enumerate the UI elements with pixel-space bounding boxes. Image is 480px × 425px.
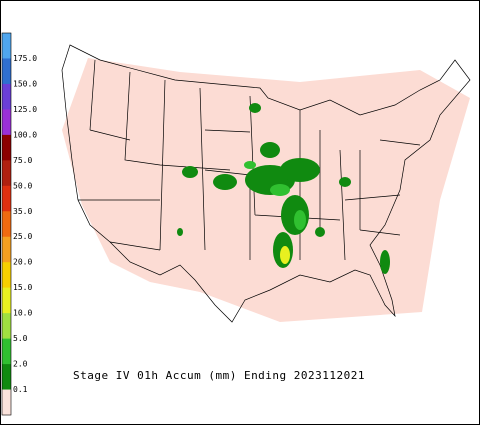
legend-label: 150.0 [13, 79, 37, 88]
legend-label: 2.0 [13, 360, 28, 369]
precip-heavy [280, 246, 290, 264]
legend-label: 10.0 [13, 309, 32, 318]
legend-label: 125.0 [13, 105, 37, 114]
legend-swatch [2, 134, 11, 161]
precip-light [244, 161, 306, 230]
legend-label: 0.1 [13, 385, 28, 394]
legend-swatch [2, 262, 11, 288]
legend-swatch [2, 33, 11, 59]
legend-swatch [2, 211, 11, 238]
legend-swatch [2, 236, 11, 263]
legend-label: 35.0 [13, 207, 32, 216]
legend-swatch [2, 313, 11, 339]
legend: 175.0 150.0 125.0 100.0 75.0 50.0 35.0 25.0 20.0… [1, 32, 37, 416]
legend-swatch [2, 389, 11, 416]
legend-label: 20.0 [13, 258, 32, 267]
precip-areas [177, 103, 390, 274]
legend-swatch [2, 185, 11, 212]
coastline [61, 44, 471, 323]
legend-swatch [2, 83, 11, 110]
legend-label: 25.0 [13, 232, 32, 241]
legend-border [1, 32, 12, 416]
caption: Stage IV 01h Accum (mm) Ending 202311202… [73, 369, 365, 382]
legend-label: 100.0 [13, 130, 37, 139]
legend-swatch [2, 287, 11, 314]
legend-label: 75.0 [13, 156, 32, 165]
legend-label: 5.0 [13, 334, 28, 343]
legend-label: 175.0 [13, 54, 37, 63]
legend-label: 50.0 [13, 181, 32, 190]
legend-swatch [2, 109, 11, 136]
legend-label: 15.0 [13, 283, 32, 292]
legend-swatch [2, 160, 11, 187]
legend-swatch [2, 338, 11, 365]
legend-swatch [2, 58, 11, 85]
legend-swatch [2, 364, 11, 390]
